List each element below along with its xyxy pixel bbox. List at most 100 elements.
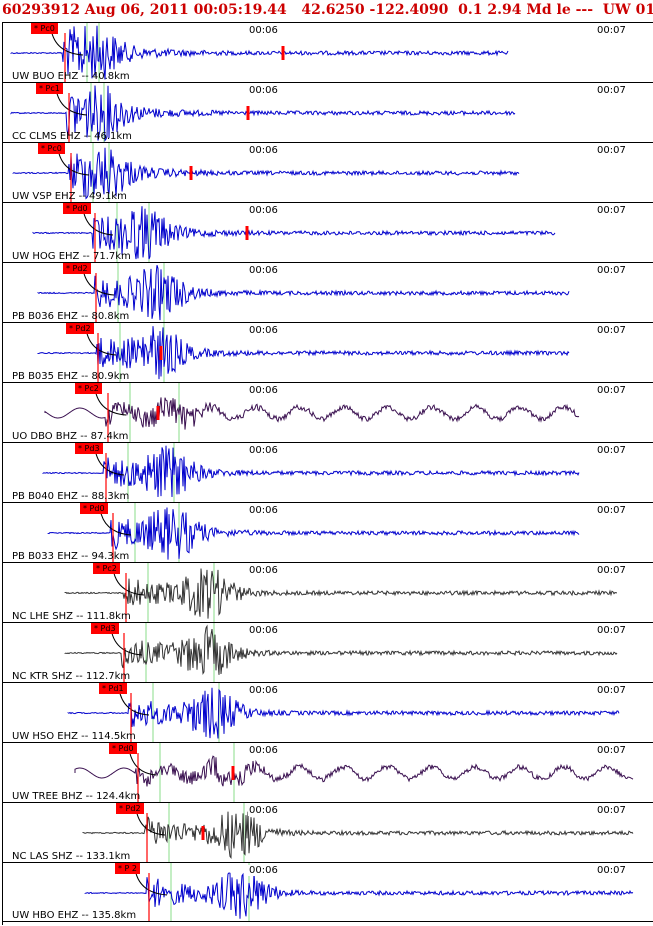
- station-label: CC CLMS EHZ -- 46.1km: [12, 131, 132, 142]
- time-mark-label: 00:06: [248, 145, 279, 156]
- time-mark-label: 00:06: [248, 505, 279, 516]
- station-label: UW BUO EHZ -- 40.8km: [12, 71, 130, 82]
- time-mark-label: 00:06: [248, 865, 279, 876]
- event-summary: 60293912 Aug 06, 2011 00:05:19.44 42.625…: [2, 2, 653, 18]
- trace-panel[interactable]: 00:06 00:07 * Pd0 UW TREE BHZ -- 124.4km: [3, 742, 653, 802]
- time-mark-label: 00:07: [596, 625, 627, 636]
- pick-label[interactable]: * Pc0: [31, 23, 58, 34]
- waveform-plot: [47, 503, 580, 562]
- waveform-trace: [82, 811, 634, 859]
- station-label: PB B040 EHZ -- 88.3km: [12, 491, 130, 502]
- pick-label[interactable]: * Pd0: [109, 743, 137, 754]
- time-mark-label: 00:06: [248, 385, 279, 396]
- trace-panel[interactable]: 00:06 00:07 * Pd3 NC KTR SHZ -- 112.7km: [3, 622, 653, 682]
- time-mark-label: 00:07: [596, 805, 627, 816]
- waveform-plot: [12, 143, 520, 202]
- waveform-trace: [32, 206, 556, 260]
- trace-panel[interactable]: 00:06 00:07 * P 2 UW HBO EHZ -- 135.8km: [3, 862, 653, 922]
- trace-panel[interactable]: 00:06 00:07 * Pc2 NC LHE SHZ -- 111.8km: [3, 562, 653, 622]
- time-mark-label: 00:07: [596, 685, 627, 696]
- waveform-trace: [64, 624, 618, 675]
- time-mark-label: 00:07: [596, 505, 627, 516]
- pick-label[interactable]: * P 2: [115, 863, 140, 874]
- event-header: 60293912 Aug 06, 2011 00:05:19.44 42.625…: [0, 0, 653, 22]
- pick-label[interactable]: * Pd3: [75, 443, 103, 454]
- pick-label[interactable]: * Pd0: [80, 503, 108, 514]
- time-mark-label: 00:07: [596, 325, 627, 336]
- station-label: PB B033 EHZ -- 94.3km: [12, 551, 130, 562]
- waveform-plot: [42, 443, 580, 502]
- time-mark-label: 00:07: [596, 865, 627, 876]
- waveform-trace: [37, 326, 570, 380]
- time-mark-label: 00:06: [248, 805, 279, 816]
- time-mark-label: 00:06: [248, 25, 279, 36]
- time-mark-label: 00:07: [596, 445, 627, 456]
- time-mark-label: 00:07: [596, 385, 627, 396]
- station-label: NC LAS SHZ -- 133.1km: [12, 851, 131, 862]
- pick-label[interactable]: * Pc0: [38, 143, 65, 154]
- station-label: NC KTR SHZ -- 112.7km: [12, 671, 131, 682]
- station-label: UW TREE BHZ -- 124.4km: [12, 791, 141, 802]
- waveform-trace: [10, 85, 516, 142]
- time-mark-label: 00:06: [248, 265, 279, 276]
- trace-panel[interactable]: 00:06 00:07 * Pd0 UW HOG EHZ -- 71.7km: [3, 202, 653, 262]
- trace-panel[interactable]: 00:06 00:07 * Pc0 UW VSP EHZ -- 49.1km: [3, 142, 653, 202]
- time-mark-label: 00:07: [596, 25, 627, 36]
- station-label: UW HBO EHZ -- 135.8km: [12, 910, 137, 921]
- seismogram-panels: 00:06 00:07 * Pc0 UW BUO EHZ -- 40.8km 00:06…: [2, 22, 653, 925]
- trace-panel[interactable]: 00:06 00:07 * Pd2 NC LAS SHZ -- 133.1km: [3, 802, 653, 862]
- station-label: UW HOG EHZ -- 71.7km: [12, 251, 131, 262]
- time-mark-label: 00:07: [596, 265, 627, 276]
- waveform-plot: [64, 623, 618, 682]
- trace-panel[interactable]: 00:06 00:07 * Pd0 PB B033 EHZ -- 94.3km: [3, 502, 653, 562]
- waveform-trace: [44, 397, 580, 430]
- waveform-trace: [12, 147, 520, 200]
- trace-panel[interactable]: 00:06 00:07 * Pc2 UO DBO BHZ -- 87.4km: [3, 382, 653, 442]
- pick-label[interactable]: * Pc1: [36, 83, 63, 94]
- trace-panel[interactable]: 00:06 00:07 * Pd2 PB B035 EHZ -- 80.9km: [3, 322, 653, 382]
- station-label: UO DBO BHZ -- 87.4km: [12, 431, 129, 442]
- pick-label[interactable]: * Pd2: [63, 263, 91, 274]
- pick-label[interactable]: * Pd1: [99, 683, 127, 694]
- trace-panel[interactable]: 00:06 00:07 * Pd3 PB B040 EHZ -- 88.3km: [3, 442, 653, 502]
- waveform-trace: [47, 507, 580, 560]
- time-mark-label: 00:06: [248, 85, 279, 96]
- trace-panel[interactable]: 00:06 00:07 * Pd2 PB B036 EHZ -- 80.8km: [3, 262, 653, 322]
- trace-panel[interactable]: 00:06 00:07 * Pd1 UW HSO EHZ -- 114.5km: [3, 682, 653, 742]
- station-label: UW VSP EHZ -- 49.1km: [12, 191, 127, 202]
- time-mark-label: 00:06: [248, 625, 279, 636]
- pick-label[interactable]: * Pd2: [66, 323, 94, 334]
- time-mark-label: 00:07: [596, 565, 627, 576]
- pick-label[interactable]: * Pd0: [63, 203, 91, 214]
- waveform-trace: [84, 872, 634, 919]
- station-label: NC LHE SHZ -- 111.8km: [12, 611, 131, 622]
- time-mark-label: 00:07: [596, 145, 627, 156]
- waveform-trace: [74, 755, 634, 787]
- time-mark-label: 00:07: [596, 85, 627, 96]
- time-mark-label: 00:07: [596, 205, 627, 216]
- waveform-trace: [10, 25, 509, 80]
- time-mark-label: 00:07: [596, 745, 627, 756]
- station-label: PB B036 EHZ -- 80.8km: [12, 311, 130, 322]
- time-mark-label: 00:06: [248, 445, 279, 456]
- waveform-trace: [64, 568, 618, 619]
- waveform-trace: [37, 265, 570, 321]
- waveform-plot: [82, 803, 634, 862]
- station-label: UW HSO EHZ -- 114.5km: [12, 731, 136, 742]
- pick-label[interactable]: * Pd3: [91, 623, 119, 634]
- waveform-plot: [44, 383, 580, 442]
- time-mark-label: 00:06: [248, 205, 279, 216]
- waveform-trace: [67, 687, 620, 739]
- pick-label[interactable]: * Pd2: [116, 803, 144, 814]
- pick-label[interactable]: * Pc2: [75, 383, 102, 394]
- waveform-plot: [10, 83, 516, 142]
- time-mark-label: 00:06: [248, 745, 279, 756]
- trace-panel[interactable]: 00:06 00:07 * Pc0 UW BUO EHZ -- 40.8km: [3, 22, 653, 82]
- waveform-trace: [42, 445, 580, 498]
- pick-label[interactable]: * Pc2: [93, 563, 120, 574]
- time-mark-label: 00:06: [248, 685, 279, 696]
- time-mark-label: 00:06: [248, 325, 279, 336]
- time-mark-label: 00:06: [248, 565, 279, 576]
- station-label: PB B035 EHZ -- 80.9km: [12, 371, 130, 382]
- trace-panel[interactable]: 00:06 00:07 * Pc1 CC CLMS EHZ -- 46.1km: [3, 82, 653, 142]
